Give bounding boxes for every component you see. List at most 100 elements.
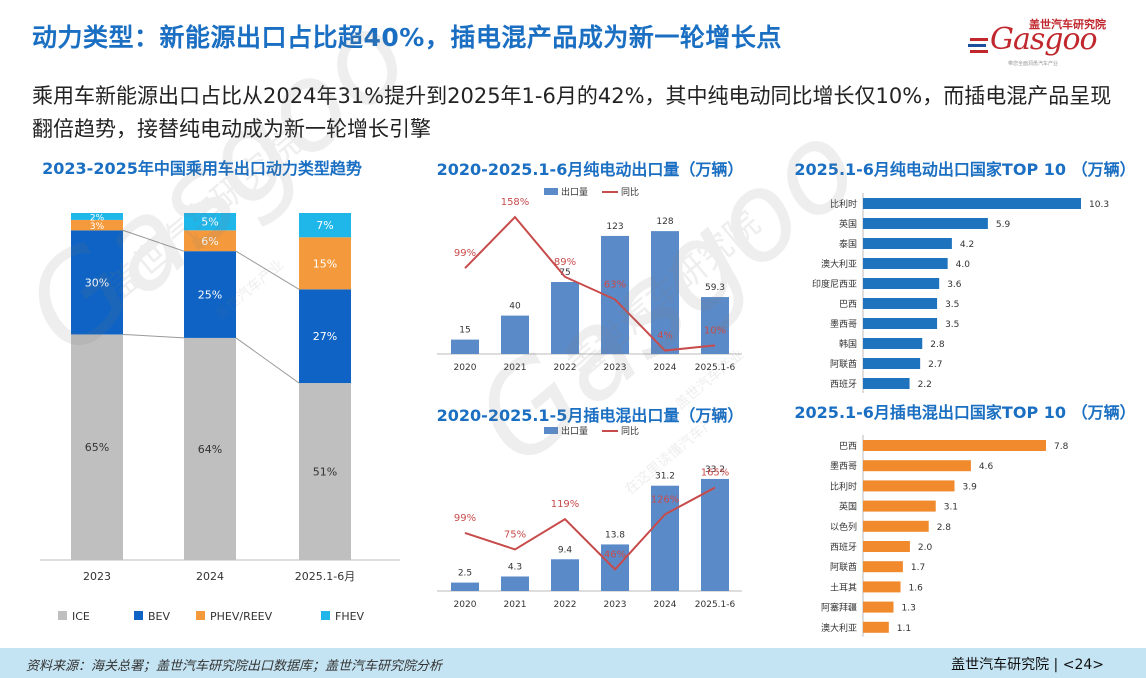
logo-cn: 盖世汽车研究院	[1029, 18, 1106, 31]
yoy-label: 99%	[454, 248, 476, 259]
bar-fhev-1	[184, 213, 236, 231]
data-label: 65%	[85, 441, 109, 454]
x-tick-label: 2021	[504, 600, 527, 610]
y-tick-label: 比利时	[830, 480, 857, 492]
y-tick-label: 墨西哥	[830, 319, 857, 330]
yoy-label: 165%	[701, 468, 730, 479]
data-label: 2.2	[918, 380, 932, 390]
bar-8	[863, 601, 894, 613]
y-tick-label: 韩国	[839, 338, 857, 350]
bar-5	[701, 478, 729, 591]
x-tick-label: 2025.1-6月	[295, 570, 355, 583]
data-label: 3.9	[963, 482, 978, 492]
legend-swatch-0	[58, 611, 67, 620]
yoy-label: 10%	[704, 325, 726, 336]
x-tick-label: 2021	[504, 363, 527, 373]
phev-top10-countries-chart: 2025.1-6月插电混出口国家TOP 10 （万辆） 巴西 7.8 墨西哥 4.6 比利…	[794, 403, 1136, 637]
bar-9	[863, 378, 910, 389]
y-tick-label: 以色列	[830, 521, 857, 533]
logo-stripes-icon	[968, 38, 988, 53]
bar-ice-1	[184, 337, 236, 560]
x-tick-label: 2024	[196, 570, 224, 583]
bar-bev-2	[299, 289, 351, 384]
data-label: 5.9	[996, 220, 1011, 230]
y-tick-label: 巴西	[839, 441, 857, 452]
bar-7	[863, 581, 901, 593]
legend-label: BEV	[148, 610, 170, 623]
bar-1	[863, 460, 971, 472]
bev-top10-countries-chart: 2025.1-6月纯电动出口国家TOP 10 （万辆） 比利时 10.3 英国 5.9 泰…	[794, 160, 1136, 393]
legend-swatch-bar	[544, 188, 558, 195]
bar-1	[501, 576, 529, 591]
y-tick-label: 阿联酋	[830, 561, 857, 573]
data-label: 33.2	[705, 465, 725, 475]
y-tick-label: 阿联酋	[830, 358, 857, 370]
page-number: <24>	[1062, 657, 1104, 673]
legend-label: 出口量	[561, 425, 588, 437]
data-label: 3.5	[945, 320, 959, 330]
yoy-line	[464, 486, 716, 571]
x-tick-label: 2025.1-6	[695, 363, 736, 373]
bar-2	[551, 282, 579, 354]
logo-tagline: 带您全面洞悉汽车产业	[1008, 61, 1059, 67]
data-label: 1.7	[911, 563, 925, 573]
legend-swatch-bar	[544, 427, 558, 434]
data-label: 7.8	[1054, 442, 1069, 452]
bev-export-volume-chart: 2020-2025.1-6月纯电动出口量（万辆） 出口量 同比 15 2020 40 202…	[437, 160, 744, 373]
bar-phevreev-0	[71, 219, 123, 231]
chart-title: 2020-2025.1-5月插电混出口量（万辆）	[437, 406, 744, 425]
data-label: 1.6	[909, 583, 924, 593]
data-label: 123	[606, 222, 623, 232]
legend-label: FHEV	[335, 610, 365, 623]
data-label: 2.8	[937, 523, 952, 533]
gasgoo-logo: 盖世汽车研究院 Gasgoo 带您全面洞悉汽车产业	[968, 14, 1118, 68]
legend-label: 同比	[621, 425, 639, 437]
data-label: 1.3	[902, 604, 916, 614]
bar-bev-0	[71, 230, 123, 335]
x-tick-label: 2023	[83, 570, 111, 583]
bar-4	[651, 485, 679, 591]
logo-en: Gasgoo	[990, 22, 1098, 57]
data-label: 59.3	[705, 283, 725, 293]
footer-org: 盖世汽车研究院 | <24>	[951, 654, 1104, 674]
footer-org-name: 盖世汽车研究院	[951, 657, 1050, 673]
data-label: 40	[509, 302, 521, 312]
y-tick-label: 比利时	[830, 198, 857, 210]
bar-ice-0	[71, 334, 123, 560]
y-tick-label: 泰国	[839, 238, 857, 250]
footer-bar: 资料来源：海关总署；盖世汽车研究院出口数据库；盖世汽车研究院分析 盖世汽车研究院…	[0, 648, 1146, 678]
x-tick-label: 2022	[554, 363, 577, 373]
yoy-label: 89%	[554, 257, 576, 268]
bar-3	[863, 258, 948, 269]
data-label: 1.1	[897, 624, 911, 634]
x-tick-label: 2025.1-6	[695, 600, 736, 610]
yoy-label: 158%	[501, 197, 530, 208]
y-tick-label: 英国	[839, 218, 857, 230]
yoy-label: 126%	[651, 494, 680, 505]
x-tick-label: 2024	[654, 600, 677, 610]
data-label: 2.8	[930, 340, 945, 350]
connector-line	[122, 333, 185, 339]
legend-swatch-2	[196, 611, 205, 620]
bar-0	[863, 198, 1081, 209]
data-label: 5%	[201, 216, 218, 229]
yoy-label: 4%	[657, 331, 673, 342]
bar-2	[551, 559, 579, 591]
x-tick-label: 2022	[554, 600, 577, 610]
bar-phevreev-1	[184, 230, 236, 252]
bar-0	[451, 582, 479, 591]
x-tick-label: 2020	[454, 363, 477, 373]
data-label: 75	[559, 268, 570, 278]
phev-export-volume-chart: 2020-2025.1-5月插电混出口量（万辆）出口量 同比 2.5 2020 4.3 2…	[437, 406, 744, 610]
legend-swatch-3	[321, 611, 330, 620]
data-label: 4.0	[956, 260, 971, 270]
data-label: 15%	[313, 257, 337, 270]
bar-4	[863, 278, 940, 289]
bar-3	[863, 500, 936, 512]
y-tick-label: 土耳其	[830, 581, 857, 593]
yoy-label: 63%	[604, 279, 626, 290]
footer-source: 资料来源：海关总署；盖世汽车研究院出口数据库；盖世汽车研究院分析	[26, 659, 443, 674]
footer-separator: |	[1053, 657, 1063, 673]
legend-label: PHEV/REEV	[210, 610, 273, 623]
data-label: 6%	[201, 235, 218, 248]
